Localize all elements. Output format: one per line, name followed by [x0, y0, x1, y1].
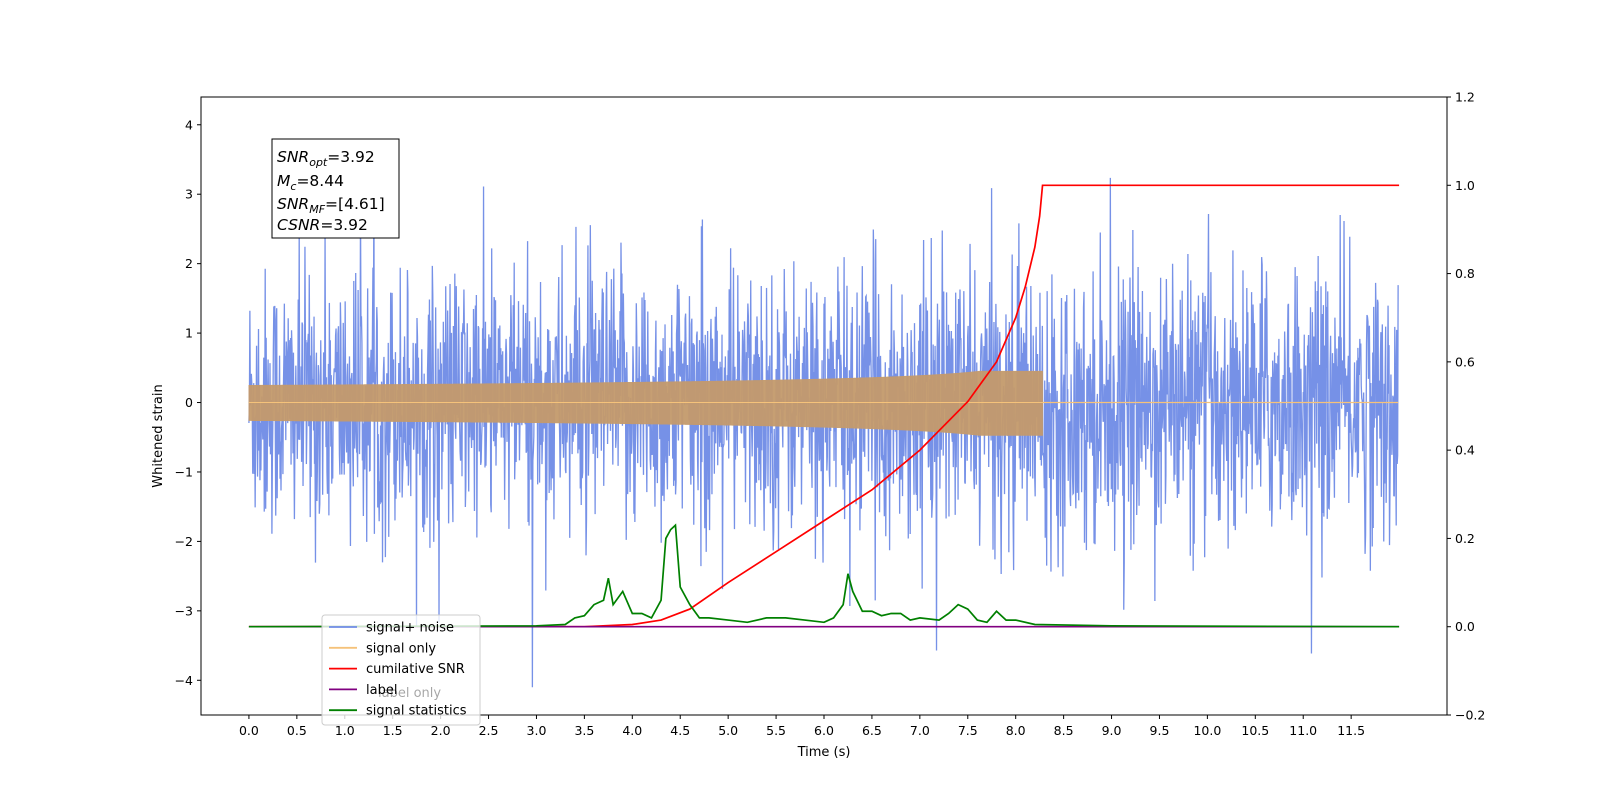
y-right-tick-label: 1.2 [1455, 90, 1475, 105]
y-right-tick-label: 1.0 [1455, 178, 1475, 193]
annotation-snr-opt: SNRopt=3.92 [277, 148, 375, 169]
y-left-tick-label: −3 [175, 603, 193, 618]
y-right-tick-label: 0.0 [1455, 619, 1475, 634]
x-tick-label: 0.0 [239, 723, 259, 738]
y-right-tick-label: 0.2 [1455, 531, 1475, 546]
x-tick-label: 3.5 [574, 723, 594, 738]
x-tick-label: 4.0 [622, 723, 642, 738]
y-axis-left: 4 3 2 1 0 −1 −2 −3 −4 [175, 117, 201, 688]
x-tick-label: 9.0 [1102, 723, 1122, 738]
x-tick-label: 11.0 [1289, 723, 1317, 738]
y-left-tick-label: 4 [185, 117, 193, 132]
x-tick-label: 0.5 [287, 723, 307, 738]
x-tick-label: 7.5 [958, 723, 978, 738]
y-right-tick-label: −0.2 [1455, 708, 1485, 723]
y-left-tick-label: 1 [185, 326, 193, 341]
legend-occluded-text: label only [378, 686, 441, 701]
x-tick-label: 5.5 [766, 723, 786, 738]
y-right-tick-label: 0.8 [1455, 266, 1475, 281]
y-right-tick-label: 0.4 [1455, 443, 1475, 458]
series-signal-statistics [248, 523, 1400, 628]
series-cumilative-snr [248, 184, 1400, 628]
y-left-tick-label: −2 [175, 534, 193, 549]
x-tick-label: 6.0 [814, 723, 834, 738]
y-right-tick-label: 0.6 [1455, 354, 1475, 369]
x-tick-label: 10.0 [1193, 723, 1221, 738]
x-tick-label: 3.0 [527, 723, 547, 738]
annotation-mc: Mc=8.44 [277, 172, 344, 193]
x-tick-label: 9.5 [1150, 723, 1170, 738]
annotation-box: SNRopt=3.92 Mc=8.44 SNRMF=[4.61] CSNR=3.… [271, 138, 400, 239]
legend-frame [321, 614, 481, 726]
x-tick-label: 6.5 [862, 723, 882, 738]
y-left-tick-label: 0 [185, 395, 193, 410]
x-tick-label: 1.5 [383, 723, 403, 738]
x-tick-label: 7.0 [910, 723, 930, 738]
x-tick-label: 8.0 [1006, 723, 1026, 738]
x-tick-label: 4.5 [670, 723, 690, 738]
x-tick-label: 5.0 [718, 723, 738, 738]
x-tick-label: 11.5 [1337, 723, 1365, 738]
x-tick-label: 1.0 [335, 723, 355, 738]
y-axis-label: Whitened strain [151, 384, 166, 487]
legend-entry: cumilative SNR [366, 662, 465, 677]
legend-entry: signal only [366, 641, 436, 656]
series-signal-only [248, 370, 1043, 436]
legend-entry: signal+ noise [366, 621, 454, 636]
x-axis-label: Time (s) [797, 745, 851, 760]
x-tick-label: 2.0 [431, 723, 451, 738]
x-tick-label: 10.5 [1241, 723, 1269, 738]
legend-entry: signal statistics [366, 704, 467, 719]
axes-frame [200, 96, 1448, 716]
plot-area [248, 151, 1400, 688]
y-left-tick-label: 2 [185, 256, 193, 271]
x-axis: 0.0 0.5 1.0 1.5 2.0 2.5 3.0 3.5 4.0 4.5 5.0 5.5 6.0 6… [239, 715, 1365, 738]
x-tick-label: 2.5 [479, 723, 499, 738]
x-tick-label: 8.5 [1054, 723, 1074, 738]
annotation-frame [271, 138, 400, 239]
legend: label only signal+ noise signal only cumila… [321, 614, 481, 726]
annotation-snr-mf: SNRMF=[4.61] [277, 195, 385, 216]
legend-entry: label [366, 683, 397, 698]
annotation-csnr: CSNR=3.92 [277, 216, 368, 234]
y-left-tick-label: −1 [175, 464, 193, 479]
y-axis-right: 1.2 1.0 0.8 0.6 0.4 0.2 0.0 −0.2 [1447, 90, 1485, 723]
y-left-tick-label: 3 [185, 187, 193, 202]
y-left-tick-label: −4 [175, 673, 193, 688]
